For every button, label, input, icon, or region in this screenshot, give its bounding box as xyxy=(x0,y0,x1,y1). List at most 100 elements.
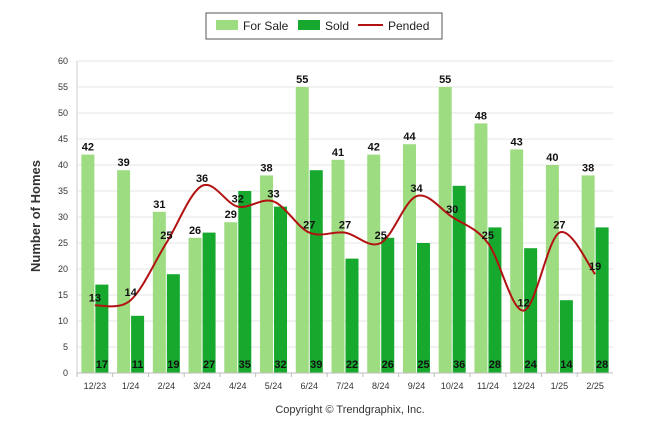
y-tick-label: 35 xyxy=(58,186,68,196)
data-label-sold: 32 xyxy=(274,359,286,371)
data-label-for-sale: 42 xyxy=(82,142,94,154)
data-label-for-sale: 55 xyxy=(296,74,308,86)
data-label-sold: 27 xyxy=(203,359,215,371)
bar-sold xyxy=(488,227,502,373)
bar-sold xyxy=(559,300,573,373)
x-tick-label: 12/24 xyxy=(512,381,535,391)
y-tick-label: 40 xyxy=(58,160,68,170)
data-label-sold: 36 xyxy=(453,359,465,371)
bar-sold xyxy=(202,232,216,373)
data-label-pended: 27 xyxy=(339,220,351,232)
bar-for-sale xyxy=(510,149,524,373)
bar-for-sale xyxy=(438,87,452,373)
bar-for-sale xyxy=(331,159,345,373)
data-label-pended: 27 xyxy=(553,220,565,232)
bar-sold xyxy=(524,248,538,373)
bar-sold xyxy=(452,185,466,373)
x-tick-label: 6/24 xyxy=(301,381,319,391)
legend-swatch-for-sale xyxy=(216,20,238,30)
bar-for-sale xyxy=(367,154,381,373)
y-tick-label: 25 xyxy=(58,238,68,248)
bar-for-sale xyxy=(260,175,274,373)
x-tick-label: 1/24 xyxy=(122,381,140,391)
y-tick-label: 5 xyxy=(63,342,68,352)
x-tick-label: 11/24 xyxy=(477,381,499,391)
data-label-for-sale: 41 xyxy=(332,147,344,159)
y-tick-label: 15 xyxy=(58,290,68,300)
y-axis-label: Number of Homes xyxy=(28,160,43,272)
bar-for-sale xyxy=(545,165,559,373)
bar-for-sale xyxy=(224,222,238,373)
x-tick-label: 12/23 xyxy=(84,381,107,391)
legend-label-pended: Pended xyxy=(388,19,429,33)
bar-sold xyxy=(345,258,359,373)
y-tick-label: 30 xyxy=(58,212,68,222)
data-label-sold: 17 xyxy=(96,359,108,371)
x-tick-label: 2/25 xyxy=(586,381,604,391)
bar-sold xyxy=(309,170,323,373)
bar-sold xyxy=(238,191,252,373)
bars-layer xyxy=(81,87,609,374)
bar-sold xyxy=(381,237,395,373)
x-tick-label: 3/24 xyxy=(193,381,211,391)
data-label-sold: 11 xyxy=(132,359,144,371)
legend: For Sale Sold Pended xyxy=(205,12,443,40)
y-tick-label: 0 xyxy=(63,368,68,378)
data-label-for-sale: 44 xyxy=(403,131,416,143)
data-label-for-sale: 26 xyxy=(189,225,201,237)
bar-sold xyxy=(131,315,145,373)
copyright-text: Copyright © Trendgraphix, Inc. xyxy=(275,404,424,416)
bar-for-sale xyxy=(81,154,95,373)
x-tick-label: 9/24 xyxy=(408,381,426,391)
data-label-pended: 14 xyxy=(124,287,137,299)
pended-line xyxy=(94,183,596,312)
data-label-sold: 19 xyxy=(167,359,179,371)
y-tick-label: 55 xyxy=(58,82,68,92)
bar-for-sale xyxy=(402,144,416,373)
data-label-pended: 25 xyxy=(375,230,387,242)
bar-sold xyxy=(416,243,430,373)
legend-label-sold: Sold xyxy=(325,19,349,33)
data-label-sold: 24 xyxy=(525,359,538,371)
legend-swatch-sold xyxy=(298,20,320,30)
y-tick-label: 45 xyxy=(58,134,68,144)
data-label-pended: 12 xyxy=(518,298,530,310)
data-label-sold: 25 xyxy=(417,359,429,371)
bar-sold xyxy=(274,206,288,373)
labels-layer: 42 17 39 11 31 19 26 27 29 35 38 32 55 39 41 22 42 26 44 25… xyxy=(82,74,609,371)
bar-for-sale xyxy=(474,123,488,374)
y-tick-label: 10 xyxy=(58,316,68,326)
data-label-for-sale: 29 xyxy=(225,209,237,221)
y-tick-label: 20 xyxy=(58,264,68,274)
line-layer xyxy=(94,183,596,312)
data-label-for-sale: 55 xyxy=(439,74,451,86)
data-label-for-sale: 38 xyxy=(582,162,594,174)
data-label-for-sale: 31 xyxy=(153,199,165,211)
x-tick-label: 5/24 xyxy=(265,381,283,391)
data-label-sold: 35 xyxy=(239,359,251,371)
data-label-sold: 39 xyxy=(310,359,322,371)
bar-sold xyxy=(595,227,609,373)
data-label-sold: 26 xyxy=(382,359,394,371)
data-label-sold: 14 xyxy=(560,359,573,371)
bar-for-sale xyxy=(581,175,595,373)
y-tick-label: 60 xyxy=(58,56,68,66)
data-label-for-sale: 43 xyxy=(511,136,523,148)
bar-for-sale xyxy=(117,170,131,373)
data-label-pended: 25 xyxy=(482,230,494,242)
grid-layer xyxy=(77,60,613,348)
data-label-sold: 28 xyxy=(489,359,501,371)
data-label-for-sale: 39 xyxy=(117,157,129,169)
y-tick-label: 50 xyxy=(58,108,68,118)
bar-for-sale xyxy=(188,237,202,373)
data-label-pended: 36 xyxy=(196,173,208,185)
data-label-pended: 32 xyxy=(232,194,244,206)
data-label-for-sale: 38 xyxy=(260,162,272,174)
data-label-pended: 34 xyxy=(410,183,423,195)
data-label-for-sale: 40 xyxy=(546,152,558,164)
x-tick-label: 4/24 xyxy=(229,381,247,391)
data-label-pended: 30 xyxy=(446,204,458,216)
x-tick-label: 8/24 xyxy=(372,381,390,391)
